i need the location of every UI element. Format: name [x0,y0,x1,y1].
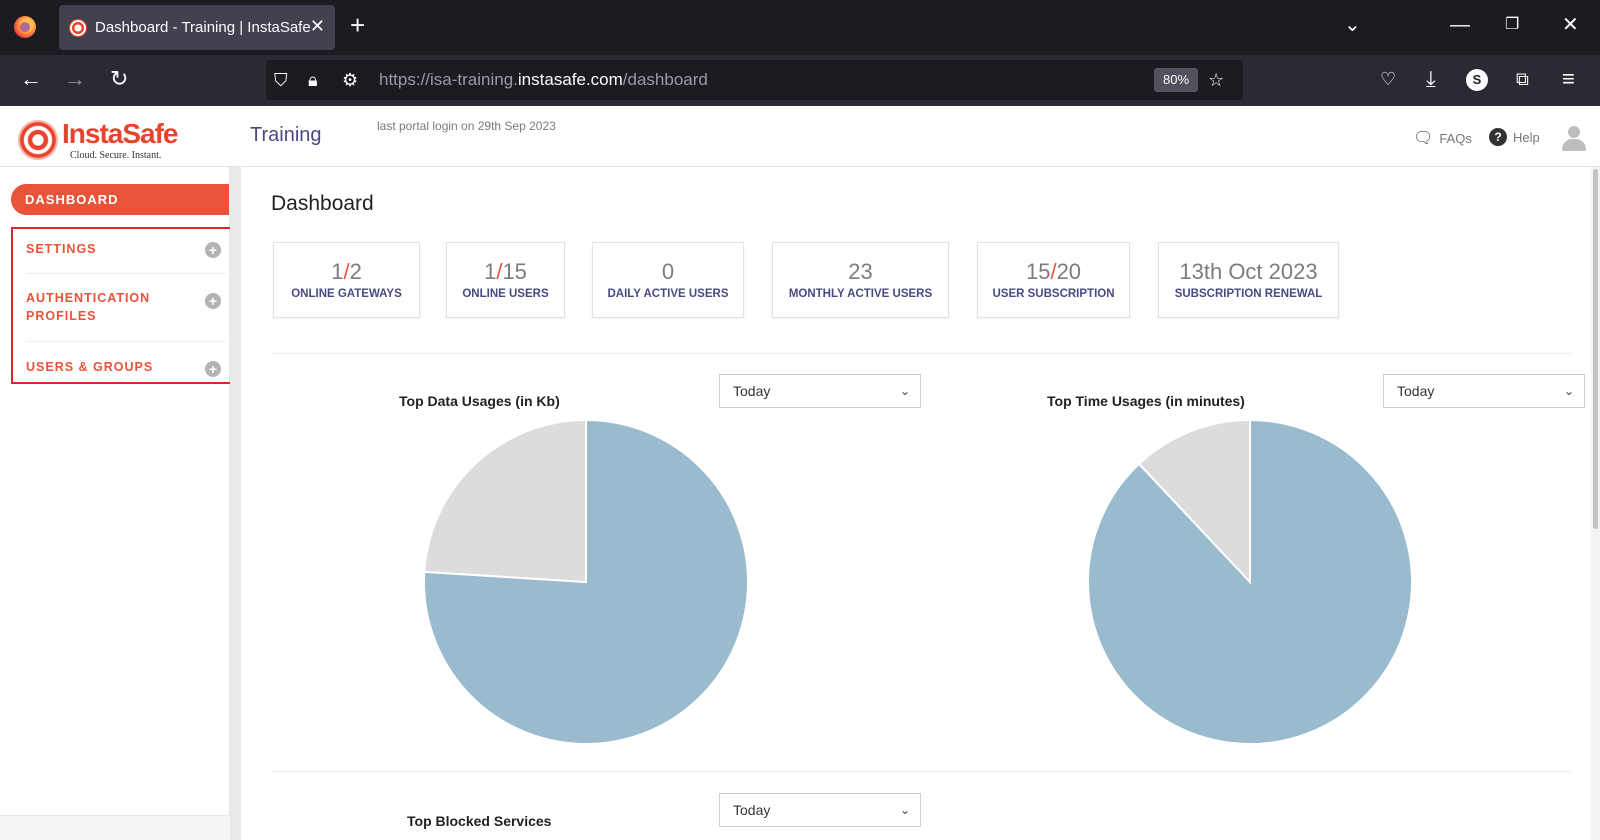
firefox-icon[interactable] [14,16,36,38]
main-content: Dashboard 1/2 ONLINE GATEWAYS 1/15 ONLIN… [241,167,1591,840]
url-text[interactable]: https://isa-training.instasafe.com/dashb… [379,70,708,89]
expand-authentication-profiles-icon[interactable]: + [205,293,221,309]
sidebar-gutter [230,167,241,840]
chevron-down-icon: ⌄ [899,384,910,398]
stat-online-gateways[interactable]: 1/2 ONLINE GATEWAYS [273,242,420,318]
divider [271,353,1571,354]
tab-title: Dashboard - Training | InstaSafe [95,19,311,36]
stat-label: MONTHLY ACTIVE USERS [788,288,933,300]
select-value: Today [1397,383,1435,399]
expand-settings-icon[interactable]: + [205,242,221,258]
select-value: Today [733,802,771,818]
scroll-thumb[interactable] [1593,169,1598,529]
help-icon: ? [1489,128,1507,146]
pie-slice[interactable] [1137,418,1251,585]
sidebar: DASHBOARD SETTINGS + AUTHENTICATION PROF… [0,167,235,840]
pocket-icon[interactable]: ♡ [1380,69,1397,89]
sidebar-item-dashboard[interactable]: DASHBOARD [11,184,229,215]
page-scrollbar[interactable] [1591,167,1600,840]
divider [26,273,226,274]
stat-value: 1/2 [331,259,362,284]
bookmark-star-icon[interactable]: ☆ [1208,70,1225,90]
instasafe-logo[interactable]: InstaSafe Cloud. Secure. Instant. [18,114,178,162]
stat-label: ONLINE USERS [462,288,549,300]
app-header: InstaSafe Cloud. Secure. Instant. Traini… [0,106,1600,167]
stat-user-subscription[interactable]: 15/20 USER SUBSCRIPTION [977,242,1130,318]
back-icon[interactable]: ← [20,66,42,91]
chevron-down-icon: ⌄ [899,803,910,817]
sidebar-footer [0,815,230,840]
extensions-icon[interactable]: ⧉ [1516,69,1529,89]
blocked-services-title: Top Blocked Services [407,813,552,829]
list-tabs-icon[interactable]: ⌄ [1344,14,1361,36]
close-window-icon[interactable]: ✕ [1562,14,1579,36]
tab-favicon-icon [69,19,87,37]
expand-users-groups-icon[interactable]: + [205,361,221,377]
browser-navbar: ← → ↻ ⛉ 🔒︎ ⚙︎ https://isa-training.insta… [0,55,1600,106]
data-usage-pie-chart [423,418,749,745]
data-usage-period-select[interactable]: Today ⌄ [719,374,921,408]
chevron-down-icon: ⌄ [1563,384,1574,398]
stat-value: 0 [661,259,675,284]
time-usage-period-select[interactable]: Today ⌄ [1383,374,1585,408]
stat-monthly-active-users[interactable]: 23 MONTHLY ACTIVE USERS [772,242,949,318]
close-tab-icon[interactable]: ✕ [309,16,325,36]
browser-titlebar: Dashboard - Training | InstaSafe ✕ + ⌄ —… [0,0,1600,55]
minimize-icon[interactable]: — [1450,14,1470,36]
help-label: Help [1513,129,1540,145]
lock-icon[interactable]: 🔒︎ [308,70,318,90]
stat-value: 13th Oct 2023 [1179,259,1318,284]
blocked-services-period-select[interactable]: Today ⌄ [719,793,921,827]
address-bar[interactable]: ⛉ 🔒︎ ⚙︎ https://isa-training.instasafe.c… [266,60,1243,100]
restore-icon[interactable]: ❐ [1505,16,1520,33]
account-icon[interactable]: S [1466,69,1488,91]
stat-label: DAILY ACTIVE USERS [607,288,729,300]
stat-value: 15/20 [1025,259,1082,284]
downloads-icon[interactable]: ⤓ [1426,66,1436,91]
sidebar-item-authentication-profiles[interactable]: AUTHENTICATION PROFILES [26,291,151,323]
forward-icon[interactable]: → [64,66,86,91]
portal-name: Training [250,124,322,146]
time-usage-chart-title: Top Time Usages (in minutes) [1047,393,1245,409]
stat-value: 23 [848,259,873,284]
menu-icon[interactable]: ≡ [1562,66,1575,91]
sidebar-item-settings[interactable]: SETTINGS [26,242,97,256]
divider [271,771,1571,772]
logo-text: InstaSafe [62,118,178,149]
faqs-link[interactable]: 🗨︎ FAQs [1413,128,1472,148]
data-usage-chart-title: Top Data Usages (in Kb) [399,393,560,409]
stat-value: 1/15 [484,259,527,284]
browser-tab[interactable]: Dashboard - Training | InstaSafe ✕ [59,5,335,50]
logo-tagline: Cloud. Secure. Instant. [70,150,162,161]
divider [26,341,226,342]
sidebar-item-users-groups[interactable]: USERS & GROUPS [26,360,154,374]
time-usage-pie-chart [1087,418,1413,745]
stat-label: SUBSCRIPTION RENEWAL [1174,288,1323,300]
permissions-icon[interactable]: ⚙︎ [342,70,359,90]
stat-subscription-renewal[interactable]: 13th Oct 2023 SUBSCRIPTION RENEWAL [1158,242,1339,318]
user-avatar[interactable] [1562,126,1586,152]
new-tab-icon[interactable]: + [350,10,366,40]
shield-icon[interactable]: ⛉ [274,70,288,90]
page-title: Dashboard [271,192,374,215]
logo-swirl-icon [18,120,58,160]
chat-icon: 🗨︎ [1413,130,1434,147]
help-link[interactable]: ? Help [1489,128,1540,146]
stat-online-users[interactable]: 1/15 ONLINE USERS [446,242,565,318]
faqs-label: FAQs [1439,130,1472,146]
stat-label: USER SUBSCRIPTION [992,288,1115,300]
select-value: Today [733,383,771,399]
stat-label: ONLINE GATEWAYS [291,288,402,300]
stat-daily-active-users[interactable]: 0 DAILY ACTIVE USERS [592,242,744,318]
pie-slice[interactable] [423,418,587,584]
reload-icon[interactable]: ↻ [110,66,129,91]
zoom-level[interactable]: 80% [1154,68,1198,92]
sidebar-menu-group: SETTINGS + AUTHENTICATION PROFILES + USE… [11,227,235,384]
last-login-text: last portal login on 29th Sep 2023 [377,119,556,133]
